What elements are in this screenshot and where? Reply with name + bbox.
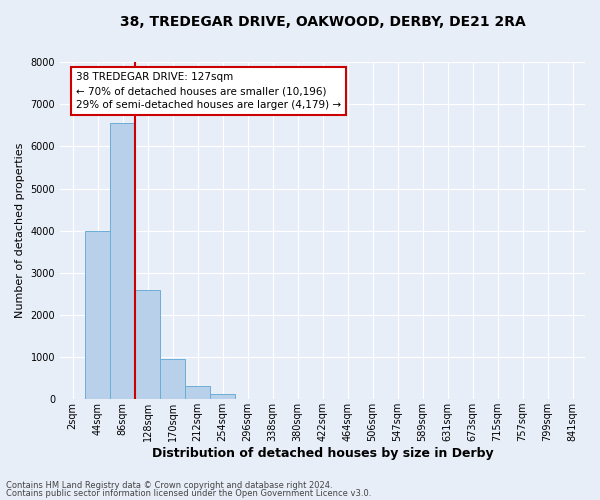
X-axis label: Distribution of detached houses by size in Derby: Distribution of detached houses by size …	[152, 447, 493, 460]
Bar	[210, 394, 235, 399]
Bar	[110, 123, 135, 399]
Bar	[185, 386, 210, 399]
Text: Contains HM Land Registry data © Crown copyright and database right 2024.: Contains HM Land Registry data © Crown c…	[6, 481, 332, 490]
Text: Contains public sector information licensed under the Open Government Licence v3: Contains public sector information licen…	[6, 488, 371, 498]
Bar	[160, 358, 185, 399]
Bar	[85, 230, 110, 399]
Title: 38, TREDEGAR DRIVE, OAKWOOD, DERBY, DE21 2RA: 38, TREDEGAR DRIVE, OAKWOOD, DERBY, DE21…	[119, 15, 526, 29]
Text: 38 TREDEGAR DRIVE: 127sqm
← 70% of detached houses are smaller (10,196)
29% of s: 38 TREDEGAR DRIVE: 127sqm ← 70% of detac…	[76, 72, 341, 110]
Y-axis label: Number of detached properties: Number of detached properties	[15, 143, 25, 318]
Bar	[135, 290, 160, 399]
